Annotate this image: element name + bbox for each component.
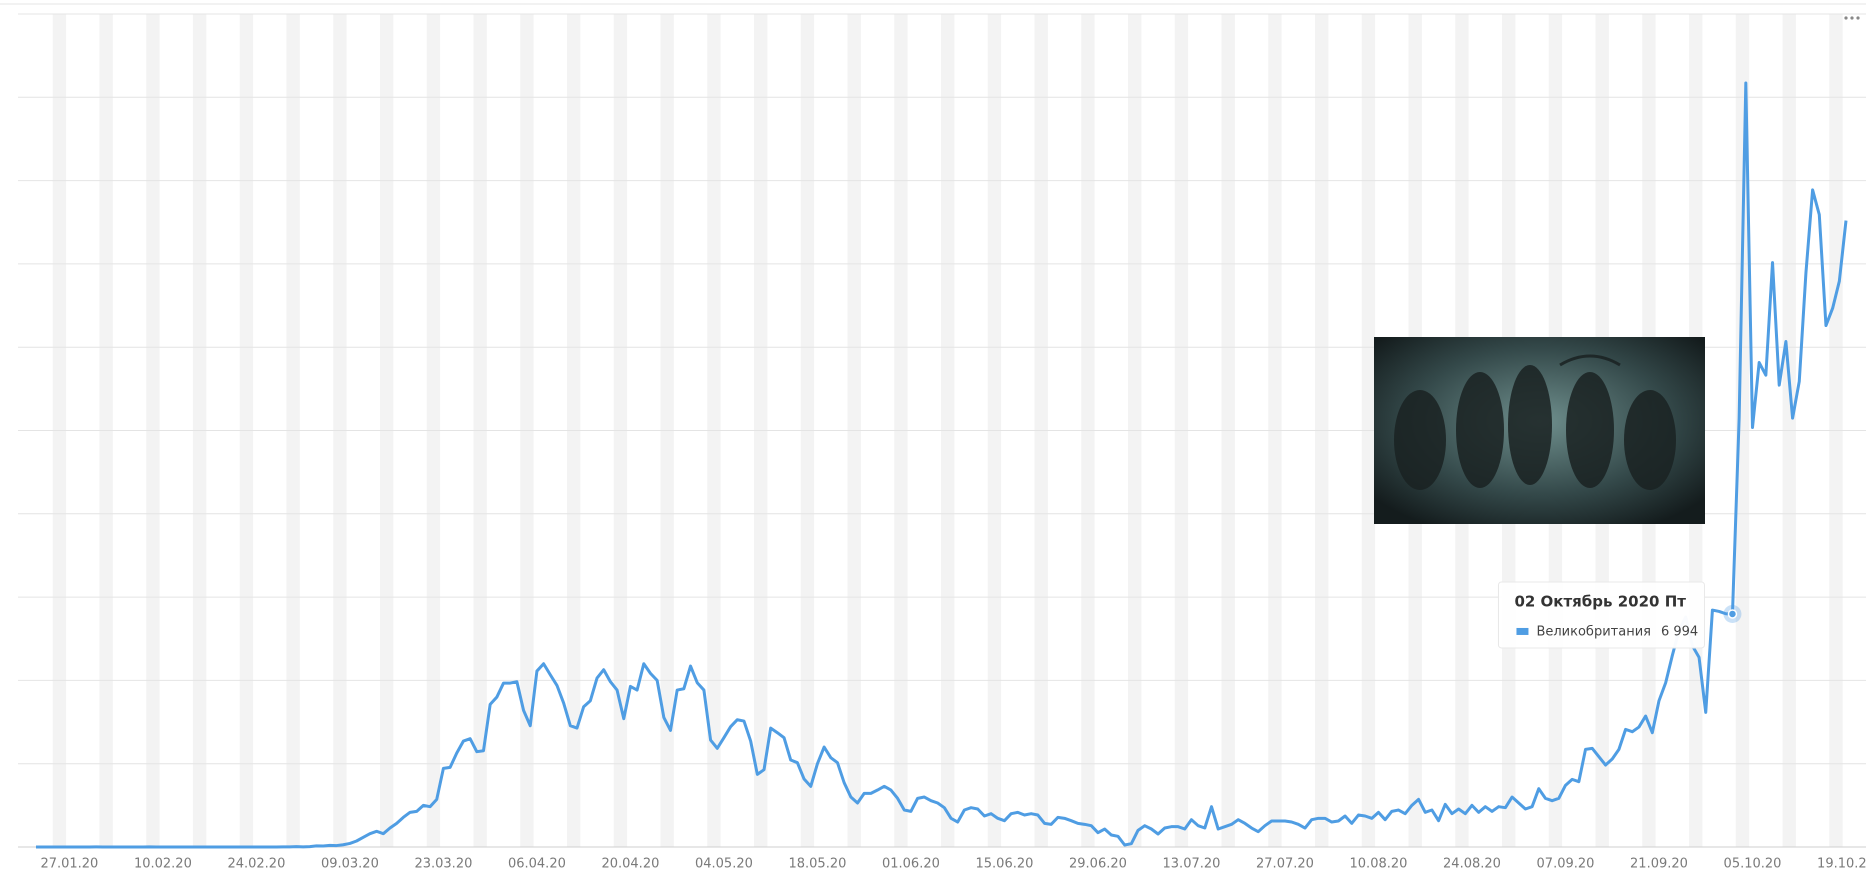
- menu-button[interactable]: [1840, 10, 1864, 26]
- x-tick-label: 18.05.20: [788, 857, 846, 872]
- menu-dot: [1856, 16, 1859, 19]
- x-tick-label: 19.10.20: [1817, 857, 1866, 872]
- menu-dot: [1850, 16, 1853, 19]
- hover-point: [1728, 610, 1736, 618]
- page: {"chart_data": { "type": "line", "toolti…: [0, 0, 1866, 888]
- chart: 27.01.20 10.02.20 24.02.20 09.03.20 23.03.20…: [0, 0, 1866, 888]
- x-tick-label: 13.07.20: [1163, 857, 1221, 872]
- x-tick-label: 06.04.20: [508, 857, 566, 872]
- x-tick-label: 24.02.20: [227, 857, 285, 872]
- x-axis: 27.01.20 10.02.20 24.02.20 09.03.20 23.03.20…: [40, 857, 1866, 872]
- x-tick-label: 29.06.20: [1069, 857, 1127, 872]
- x-tick-label: 21.09.20: [1630, 857, 1688, 872]
- x-tick-label: 10.02.20: [134, 857, 192, 872]
- x-tick-label: 27.07.20: [1256, 857, 1314, 872]
- x-tick-label: 20.04.20: [601, 857, 659, 872]
- x-tick-label: 27.01.20: [40, 857, 98, 872]
- tooltip-title: 02 Октябрь 2020 Пт: [1514, 592, 1686, 610]
- x-tick-label: 23.03.20: [414, 857, 472, 872]
- x-tick-label: 09.03.20: [321, 857, 379, 872]
- x-tick-label: 10.08.20: [1350, 857, 1408, 872]
- x-tick-label: 07.09.20: [1537, 857, 1595, 872]
- legend-swatch: [1516, 628, 1528, 635]
- image: [1374, 337, 1705, 524]
- tooltip-value: 6 994: [1661, 624, 1698, 639]
- x-tick-label: 24.08.20: [1443, 857, 1501, 872]
- legend-label: Великобритания: [1536, 624, 1651, 639]
- menu-dot: [1844, 16, 1847, 19]
- x-tick-label: 01.06.20: [882, 857, 940, 872]
- x-tick-label: 05.10.20: [1724, 857, 1782, 872]
- x-tick-label: 15.06.20: [976, 857, 1034, 872]
- tooltip: 02 Октябрь 2020 Пт Великобритания 6 994: [1498, 582, 1704, 648]
- x-tick-label: 04.05.20: [695, 857, 753, 872]
